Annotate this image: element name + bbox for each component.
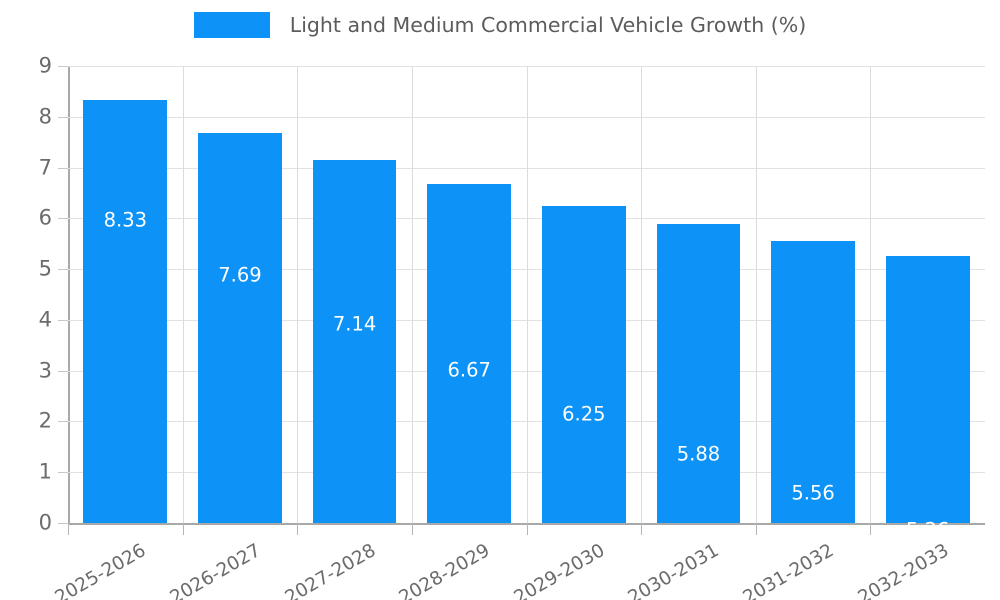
bar[interactable] bbox=[83, 100, 168, 523]
y-axis-tick-mark bbox=[58, 319, 68, 321]
y-axis-tick-mark bbox=[58, 66, 68, 67]
y-axis-tick-mark bbox=[58, 269, 68, 271]
y-axis-line bbox=[68, 66, 70, 524]
bar-value-label: 8.33 bbox=[103, 208, 148, 232]
x-axis-tick-label: 2027-2028 bbox=[281, 540, 380, 600]
gridline-vertical bbox=[756, 66, 757, 523]
y-axis-tick-mark bbox=[58, 167, 68, 169]
bar-value-label: 7.69 bbox=[218, 262, 262, 286]
bar-value-label: 5.88 bbox=[676, 442, 721, 466]
x-axis-tick-mark bbox=[526, 523, 528, 535]
bar[interactable] bbox=[427, 184, 512, 523]
x-axis-tick-label: 2032-2033 bbox=[854, 540, 953, 600]
x-axis-tick-label: 2025-2026 bbox=[51, 540, 150, 600]
bar[interactable] bbox=[198, 132, 282, 523]
y-axis-tick-mark bbox=[58, 523, 68, 524]
gridline-horizontal bbox=[68, 218, 985, 220]
x-axis-tick-mark bbox=[182, 523, 184, 535]
x-axis-tick-mark bbox=[641, 523, 643, 535]
bar-value-label: 6.67 bbox=[447, 358, 491, 382]
bar[interactable] bbox=[312, 160, 397, 523]
y-axis-tick-label: 9 bbox=[38, 53, 52, 78]
gridline-horizontal bbox=[68, 472, 985, 474]
x-axis-tick-label: 2029-2030 bbox=[510, 540, 609, 600]
y-axis-tick-mark bbox=[58, 218, 68, 220]
y-axis-tick-label: 5 bbox=[38, 256, 52, 281]
y-axis-tick-label: 1 bbox=[38, 459, 52, 484]
x-axis-tick-label: 2028-2029 bbox=[395, 540, 494, 600]
gridline-horizontal bbox=[68, 167, 985, 169]
plot-area: 8.33 7.69 7.14 6.67 6.25 5.88 5.56 5.26 bbox=[68, 66, 985, 539]
bar[interactable] bbox=[541, 205, 626, 523]
gridline-vertical bbox=[641, 66, 642, 523]
y-axis-tick-label: 4 bbox=[38, 307, 52, 332]
gridline-vertical bbox=[297, 66, 298, 523]
x-axis-tick-label: 2030-2031 bbox=[625, 540, 723, 600]
gridline-vertical bbox=[183, 66, 184, 523]
x-axis-tick-label: 2031-2032 bbox=[739, 540, 838, 600]
bar[interactable] bbox=[885, 255, 970, 523]
y-axis-tick-mark bbox=[58, 116, 68, 118]
gridline-horizontal bbox=[68, 421, 985, 423]
x-axis-tick-mark bbox=[68, 523, 69, 535]
y-axis-tick-label: 7 bbox=[38, 155, 52, 180]
x-axis-tick-mark bbox=[755, 523, 757, 535]
legend-item-light-and-medium-commercial-vehicle-growth[interactable]: Light and Medium Commercial Vehicle Grow… bbox=[193, 12, 807, 38]
gridline-vertical bbox=[412, 66, 413, 523]
bar-value-label: 5.56 bbox=[791, 480, 835, 504]
y-axis-tick-mark bbox=[58, 370, 68, 372]
y-axis-tick-label: 3 bbox=[38, 358, 52, 383]
x-axis-tick-mark bbox=[870, 523, 872, 535]
y-axis-tick-mark bbox=[58, 472, 68, 474]
x-axis-tick-label: 2026-2027 bbox=[166, 540, 265, 600]
gridline-horizontal bbox=[68, 370, 985, 372]
gridline-horizontal bbox=[68, 116, 985, 118]
gridline-horizontal bbox=[68, 66, 985, 67]
y-axis-tick-label: 6 bbox=[38, 205, 52, 230]
bar-value-label: 5.26 bbox=[905, 518, 950, 542]
gridline-vertical bbox=[870, 66, 871, 523]
bar-value-label: 6.25 bbox=[562, 401, 606, 425]
gridline-horizontal bbox=[68, 319, 985, 321]
y-axis-tick-label: 2 bbox=[38, 408, 52, 433]
legend-label: Light and Medium Commercial Vehicle Grow… bbox=[289, 13, 807, 37]
gridline-vertical bbox=[527, 66, 528, 523]
x-axis-tick-mark bbox=[411, 523, 413, 535]
bar-value-label: 7.14 bbox=[332, 312, 377, 336]
x-axis-tick-mark bbox=[297, 523, 299, 535]
y-axis-tick-label: 8 bbox=[38, 104, 52, 129]
chart-legend: Light and Medium Commercial Vehicle Grow… bbox=[0, 12, 1000, 38]
legend-color-swatch bbox=[193, 12, 270, 38]
gridline-horizontal bbox=[68, 269, 985, 271]
y-axis-tick-label: 0 bbox=[38, 510, 52, 535]
y-axis-tick-mark bbox=[58, 421, 68, 423]
bar[interactable] bbox=[771, 240, 855, 523]
bar[interactable] bbox=[656, 224, 741, 523]
